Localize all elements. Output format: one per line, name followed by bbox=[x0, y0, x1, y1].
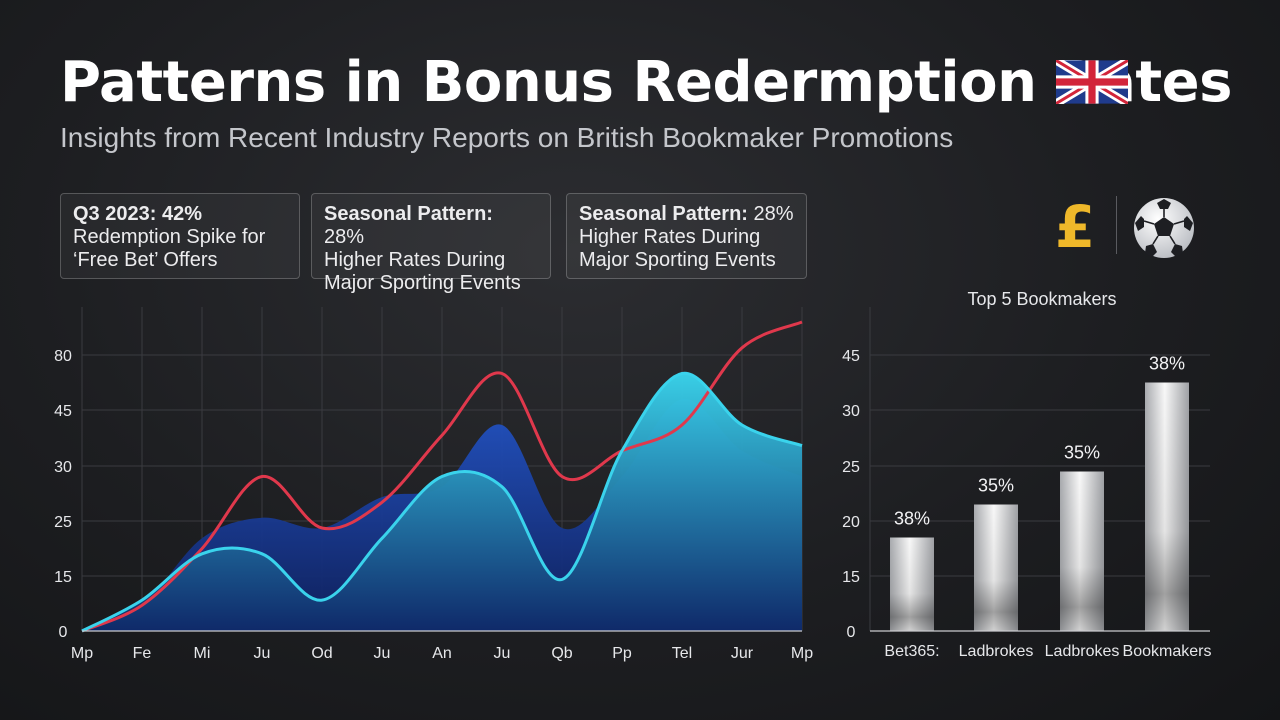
card-headline-value: 28% bbox=[324, 226, 365, 248]
x-tick-label: Mp bbox=[71, 645, 93, 662]
y-tick-label: 45 bbox=[54, 403, 72, 420]
bar-chart: Top 5 Bookmakers 38% 35% 35% 38% 0 15 20 25 30 4… bbox=[842, 289, 1211, 660]
y-tick-label: 80 bbox=[54, 348, 72, 365]
y-tick-label: 30 bbox=[54, 459, 72, 476]
bar-shade bbox=[890, 537, 934, 631]
bar-chart-y-ticks: 0 15 20 25 30 45 bbox=[842, 348, 860, 641]
insight-card-seasonal: Seasonal Pattern: 28% Higher Rates Durin… bbox=[311, 193, 551, 294]
x-tick-label: Mp bbox=[791, 645, 813, 662]
y-tick-label: 25 bbox=[54, 514, 72, 531]
card-headline: Seasonal Pattern: bbox=[579, 203, 748, 225]
page-title: Patterns in Bonus Redermption Rates bbox=[60, 50, 1232, 115]
area-chart-y-ticks: 0 15 25 30 45 80 bbox=[54, 348, 72, 641]
card-text: Higher Rates During bbox=[579, 226, 761, 248]
football-icon bbox=[1134, 198, 1194, 258]
card-headline-value: 28% bbox=[747, 203, 794, 225]
series-line-cyan bbox=[81, 371, 803, 633]
x-tick-label: Pp bbox=[612, 645, 632, 662]
bar-data-label: 35% bbox=[1064, 443, 1100, 463]
insight-card-q3: Q3 2023: 42% Redemption Spike for ‘Free … bbox=[60, 193, 300, 279]
icon-divider bbox=[1116, 196, 1117, 254]
bar-category-label: Ladbrokes bbox=[1045, 643, 1120, 660]
bar-shade bbox=[974, 504, 1018, 631]
y-tick-label: 0 bbox=[59, 624, 68, 641]
card-text: Higher Rates During bbox=[324, 249, 506, 271]
bar-category-label: Bet365: bbox=[884, 643, 939, 660]
area-chart-x-ticks: Mp Fe Mi Ju Od Ju An Ju Qb Pp Tel Jur Mp bbox=[71, 645, 813, 662]
card-text: Major Sporting Events bbox=[324, 272, 521, 294]
bar-chart-bars: 38% 35% 35% 38% bbox=[890, 354, 1189, 631]
page-subtitle: Insights from Recent Industry Reports on… bbox=[60, 122, 954, 153]
uk-flag-icon bbox=[1056, 60, 1128, 104]
bar-chart-title: Top 5 Bookmakers bbox=[967, 289, 1116, 309]
x-tick-label: Mi bbox=[194, 645, 211, 662]
y-tick-label: 0 bbox=[847, 624, 856, 641]
bar-shade bbox=[1145, 382, 1189, 631]
card-text: Major Sporting Events bbox=[579, 249, 776, 271]
bar-category-label: Bookmakers bbox=[1123, 643, 1212, 660]
x-tick-label: Ju bbox=[494, 645, 511, 662]
pound-icon: £ bbox=[1054, 193, 1096, 261]
x-tick-label: Fe bbox=[133, 645, 152, 662]
bar-data-label: 35% bbox=[978, 476, 1014, 496]
y-tick-label: 20 bbox=[842, 514, 860, 531]
card-text: Redemption Spike for bbox=[73, 226, 266, 248]
x-tick-label: Tel bbox=[672, 645, 692, 662]
bar-data-label: 38% bbox=[1149, 354, 1185, 374]
series-line-red bbox=[81, 320, 803, 633]
card-headline: Q3 2023: 42% bbox=[73, 203, 202, 225]
x-tick-label: Qb bbox=[551, 645, 572, 662]
y-tick-label: 25 bbox=[842, 459, 860, 476]
insight-card-seasonal-duplicate: Seasonal Pattern: 28% Higher Rates Durin… bbox=[566, 193, 807, 279]
card-text: ‘Free Bet’ Offers bbox=[73, 249, 218, 271]
card-headline: Seasonal Pattern: bbox=[324, 203, 493, 225]
bar-category-label: Ladbrokes bbox=[959, 643, 1034, 660]
x-tick-label: An bbox=[432, 645, 452, 662]
bar-data-label: 38% bbox=[894, 509, 930, 529]
y-tick-label: 15 bbox=[54, 569, 72, 586]
x-tick-label: Ju bbox=[254, 645, 271, 662]
x-tick-label: Od bbox=[311, 645, 332, 662]
area-chart: 0 15 25 30 45 80 Mp Fe Mi Ju Od Ju An Ju Qb Pp Tel Jur Mp bbox=[54, 307, 813, 662]
y-tick-label: 15 bbox=[842, 569, 860, 586]
bar-chart-x-ticks: Bet365: Ladbrokes Ladbrokes Bookmakers bbox=[884, 643, 1211, 660]
y-tick-label: 30 bbox=[842, 403, 860, 420]
x-tick-label: Ju bbox=[374, 645, 391, 662]
bar-shade bbox=[1060, 471, 1104, 631]
x-tick-label: Jur bbox=[731, 645, 754, 662]
y-tick-label: 45 bbox=[842, 348, 860, 365]
series-area-cyan bbox=[82, 373, 802, 631]
